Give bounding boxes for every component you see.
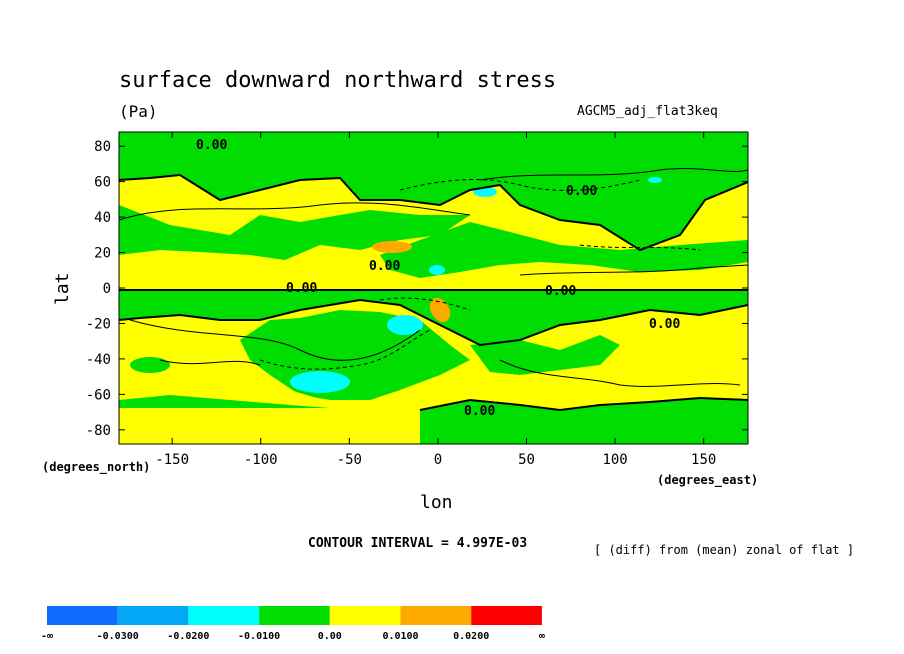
contour-label: 0.00 [649, 317, 680, 332]
colorbar-label: 0.0200 [453, 631, 489, 642]
contour-label: 0.00 [369, 259, 400, 274]
colorbar-swatch [188, 606, 260, 625]
y-tick-label: -40 [86, 352, 111, 368]
colorbar-swatch [471, 606, 542, 625]
y-tick-label: -80 [86, 423, 111, 439]
x-axis: -150 -100 -50 0 50 100 150 [155, 132, 716, 468]
x-tick-label: 50 [518, 452, 535, 468]
y-tick-label: -20 [86, 316, 111, 332]
contour-interval: CONTOUR INTERVAL = 4.997E-03 [308, 536, 528, 551]
contour-label: 0.00 [196, 138, 227, 153]
colorbar-swatch [259, 606, 330, 625]
y-tick-label: 60 [94, 175, 111, 191]
diff-note: [ (diff) from (mean) zonal of flat ] [594, 543, 855, 557]
x-tick-label: 150 [691, 452, 716, 468]
colorbar-label: -0.0100 [238, 631, 280, 642]
contour-label: 0.00 [566, 184, 597, 199]
contour-label: 0.00 [545, 284, 576, 299]
colorbar-label: ∞ [539, 631, 545, 642]
colorbar-label: 0.00 [318, 631, 342, 642]
dataset-label: AGCM5_adj_flat3keq [577, 104, 718, 119]
x-axis-title: lon [420, 492, 453, 513]
chart-title: surface downward northward stress [119, 68, 557, 93]
y-tick-label: 0 [103, 281, 111, 297]
x-tick-label: -100 [244, 452, 278, 468]
colorbar-label: 0.0100 [382, 631, 418, 642]
x-tick-label: -150 [155, 452, 189, 468]
colorbar-label: -0.0200 [167, 631, 209, 642]
x-tick-label: -50 [337, 452, 362, 468]
contour-field [119, 132, 748, 444]
colorbar-label: -∞ [41, 631, 53, 642]
colorbar-swatch [47, 606, 118, 625]
x-units-label: (degrees_east) [657, 473, 758, 488]
colorbar-swatch [400, 606, 472, 625]
units-label: (Pa) [119, 102, 158, 121]
y-tick-label: 80 [94, 139, 111, 155]
y-tick-label: 20 [94, 246, 111, 262]
colorbar-label: -0.0300 [97, 631, 139, 642]
contour-label: 0.00 [464, 404, 495, 419]
x-tick-label: 100 [602, 452, 627, 468]
x-tick-label: 0 [434, 452, 442, 468]
contour-labels: 0.00 0.00 0.00 0.00 0.00 0.00 0.00 [196, 138, 680, 419]
colorbar-swatch [117, 606, 189, 625]
colorbar-swatch [329, 606, 401, 625]
y-axis: 80 60 40 20 0 -20 -40 -60 -80 [86, 139, 748, 439]
y-tick-label: 40 [94, 210, 111, 226]
colorbar: -∞ -0.0300 -0.0200 -0.0100 0.00 0.0100 0.0200 ∞ [41, 606, 545, 642]
contour-label: 0.00 [286, 281, 317, 296]
y-axis-title: lat [52, 272, 73, 305]
y-tick-label: -60 [86, 387, 111, 403]
y-units-label: (degrees_north) [42, 460, 150, 475]
